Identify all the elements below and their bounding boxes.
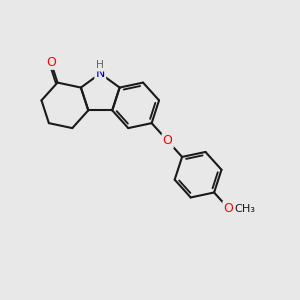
Text: N: N bbox=[96, 67, 105, 80]
Text: O: O bbox=[224, 202, 233, 215]
Text: CH₃: CH₃ bbox=[235, 203, 256, 214]
Text: H: H bbox=[96, 60, 104, 70]
Text: O: O bbox=[163, 134, 172, 147]
Text: O: O bbox=[46, 56, 56, 69]
